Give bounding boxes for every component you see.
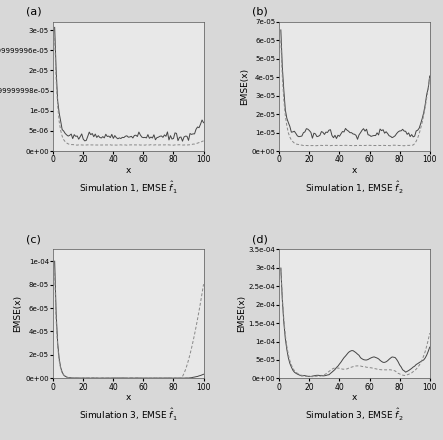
- X-axis label: x: x: [126, 393, 131, 402]
- Y-axis label: EMSE(x): EMSE(x): [240, 68, 249, 105]
- Text: Simulation 3, EMSE $\hat{f}_1$: Simulation 3, EMSE $\hat{f}_1$: [79, 407, 178, 423]
- X-axis label: x: x: [352, 165, 357, 175]
- X-axis label: x: x: [126, 165, 131, 175]
- Text: (b): (b): [252, 7, 268, 17]
- Text: Simulation 1, EMSE $\hat{f}_2$: Simulation 1, EMSE $\hat{f}_2$: [305, 180, 404, 195]
- Text: (c): (c): [26, 234, 41, 244]
- Text: (d): (d): [252, 234, 268, 244]
- X-axis label: x: x: [352, 393, 357, 402]
- Y-axis label: EMSE(x): EMSE(x): [237, 295, 245, 333]
- Text: (a): (a): [26, 7, 42, 17]
- Text: Simulation 3, EMSE $\hat{f}_2$: Simulation 3, EMSE $\hat{f}_2$: [305, 407, 404, 423]
- Y-axis label: EMSE(x): EMSE(x): [14, 295, 23, 333]
- Text: Simulation 1, EMSE $\hat{f}_1$: Simulation 1, EMSE $\hat{f}_1$: [79, 180, 178, 195]
